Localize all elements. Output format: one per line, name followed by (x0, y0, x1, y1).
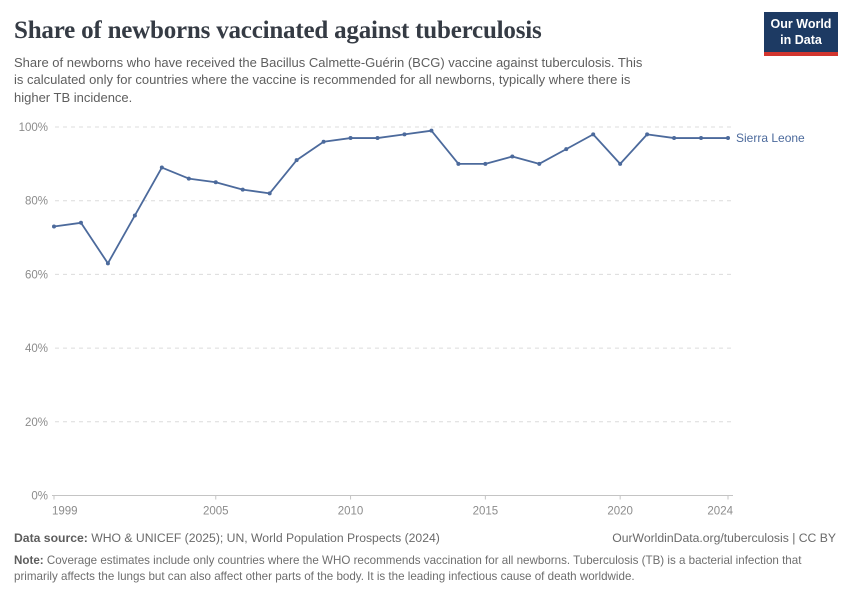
x-tick-label: 2015 (473, 506, 499, 518)
series-line (53, 129, 729, 265)
series-label[interactable]: Sierra Leone (736, 131, 805, 145)
data-point-marker[interactable] (132, 213, 137, 218)
chart-subtitle: Share of newborns who have received the … (14, 54, 754, 106)
owid-logo-line1: Our World (770, 17, 832, 31)
owid-cc-link[interactable]: OurWorldinData.org/tuberculosis | CC BY (612, 531, 836, 545)
data-point-marker[interactable] (348, 136, 353, 141)
owid-logo[interactable]: Our World in Data (764, 12, 838, 56)
data-point-marker[interactable] (186, 176, 191, 181)
data-point-marker[interactable] (213, 180, 218, 185)
note-label: Note: (14, 554, 44, 567)
chart-title: Share of newborns vaccinated against tub… (14, 17, 542, 44)
data-point-marker[interactable] (267, 191, 272, 196)
y-tick-label: 60% (25, 269, 48, 281)
data-point-marker[interactable] (321, 139, 326, 144)
footer-citation-row: Data source: WHO & UNICEF (2025); UN, Wo… (14, 531, 836, 545)
data-point-marker[interactable] (537, 161, 542, 166)
y-tick-label: 80% (25, 196, 48, 208)
owid-logo-line2: in Data (780, 33, 822, 48)
data-point-marker[interactable] (375, 136, 380, 141)
x-tick-label: 2005 (203, 506, 229, 518)
data-source-label: Data source: (14, 531, 88, 545)
x-tick-label: 2010 (338, 506, 364, 518)
data-point-marker[interactable] (645, 132, 650, 137)
y-tick-label: 40% (25, 343, 48, 355)
data-point-marker[interactable] (402, 132, 407, 137)
y-tick-label: 20% (25, 417, 48, 429)
data-point-marker[interactable] (429, 128, 434, 133)
data-point-marker[interactable] (78, 220, 83, 225)
x-tick-label: 2024 (707, 506, 733, 518)
data-point-marker[interactable] (52, 224, 56, 229)
data-point-marker[interactable] (726, 136, 730, 141)
x-tick-label: 1999 (52, 506, 78, 518)
data-point-marker[interactable] (294, 158, 299, 163)
data-source-text: Data source: WHO & UNICEF (2025); UN, Wo… (14, 531, 440, 545)
data-source-value: WHO & UNICEF (2025); UN, World Populatio… (87, 531, 440, 545)
data-point-marker[interactable] (699, 136, 704, 141)
data-point-marker[interactable] (240, 187, 245, 192)
data-point-marker[interactable] (618, 161, 623, 166)
line-chart-plot[interactable]: 0% 20% 40% 60% 80% 100% 1999 2005 2010 2015 2020 20… (0, 104, 850, 518)
data-point-marker[interactable] (591, 132, 596, 137)
data-point-marker[interactable] (159, 165, 164, 170)
data-point-marker[interactable] (456, 161, 461, 166)
data-point-marker[interactable] (564, 147, 569, 152)
y-tick-label: 0% (31, 491, 48, 503)
x-tick-label: 2020 (607, 506, 633, 518)
note-value: Coverage estimates include only countrie… (14, 554, 802, 583)
chart-subtitle-line: Share of newborns who have received the … (14, 55, 643, 70)
data-point-marker[interactable] (510, 154, 515, 159)
data-point-marker[interactable] (672, 136, 677, 141)
data-point-marker[interactable] (483, 161, 488, 166)
data-point-marker[interactable] (105, 261, 110, 266)
chart-subtitle-line: higher TB incidence. (14, 89, 133, 105)
footer-note: Note: Coverage estimates include only co… (14, 553, 838, 584)
y-tick-label: 100% (19, 122, 48, 134)
chart-subtitle-line: is calculated only for countries where t… (14, 72, 631, 88)
